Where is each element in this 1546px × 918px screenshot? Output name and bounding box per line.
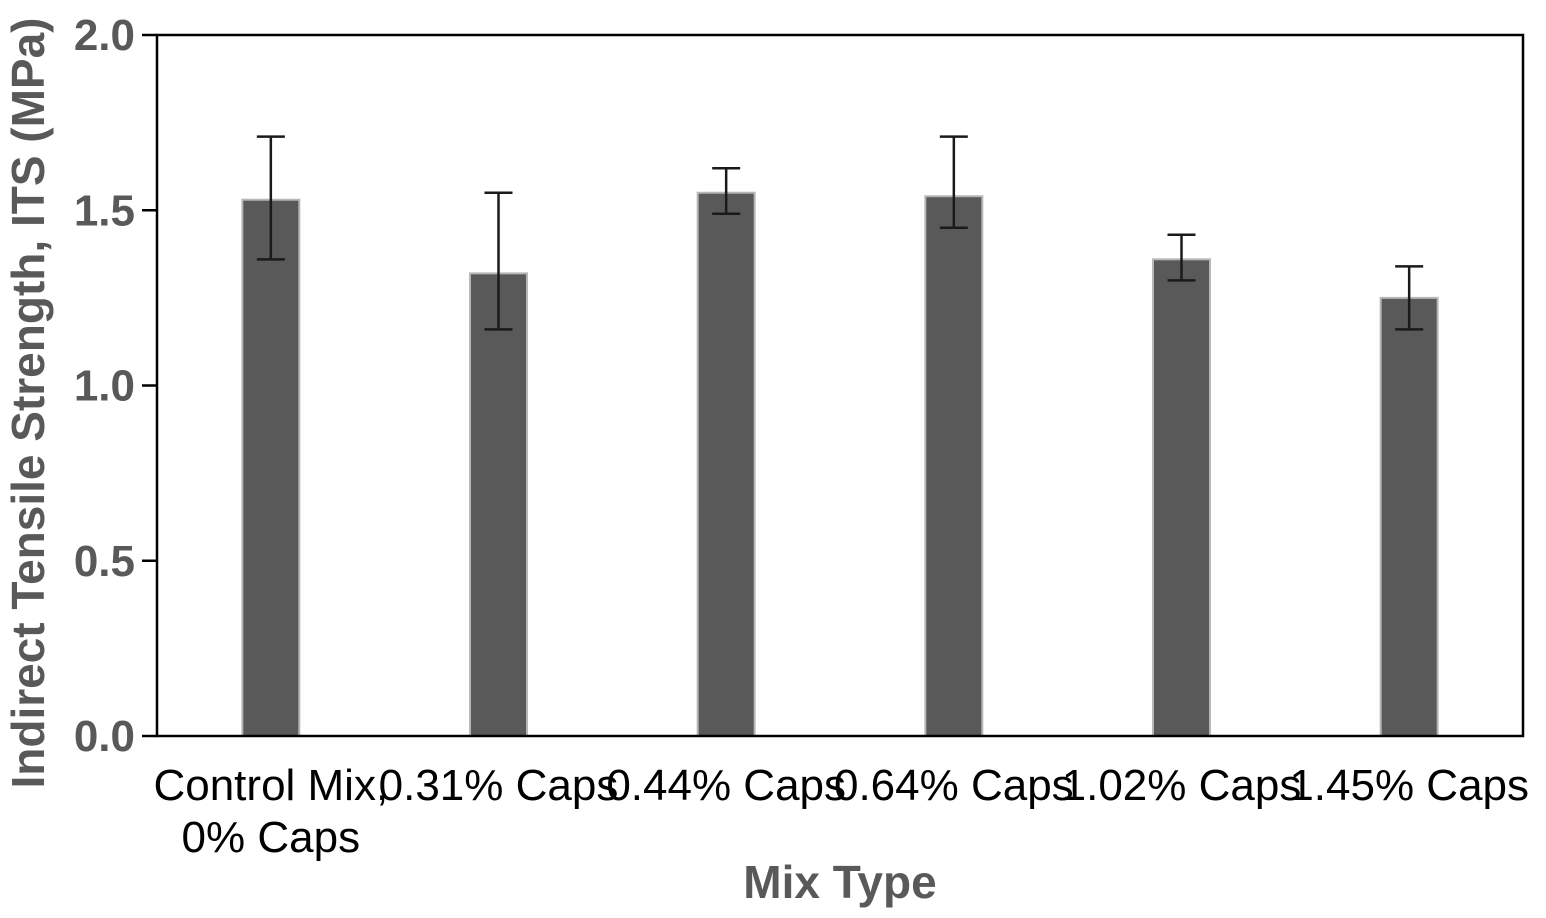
y-tick-label: 1.0 bbox=[74, 362, 135, 411]
bar bbox=[696, 191, 756, 738]
y-tick-label: 1.5 bbox=[74, 186, 135, 235]
y-tick-label: 2.0 bbox=[74, 11, 135, 60]
y-axis-title: Indirect Tensile Strength, ITS (MPa) bbox=[2, 17, 54, 788]
bar bbox=[241, 198, 301, 738]
plot-border bbox=[155, 33, 1525, 738]
x-category-label: 0.31% Caps bbox=[379, 761, 619, 810]
y-tick-label: 0.5 bbox=[74, 537, 135, 586]
y-tick-label: 0.0 bbox=[74, 712, 135, 761]
bar bbox=[469, 272, 528, 737]
x-category-label: Control Mix, 0% Caps bbox=[153, 761, 388, 862]
x-category-label: 0.44% Caps bbox=[606, 761, 846, 810]
bar bbox=[924, 195, 984, 738]
bar bbox=[1379, 296, 1439, 737]
x-category-label: 0.64% Caps bbox=[834, 761, 1074, 810]
x-axis-title: Mix Type bbox=[743, 856, 936, 908]
bar bbox=[1152, 258, 1211, 737]
plot-area: 0.0 0.5 1.0 1.5 2.0 Control Mix, 0% Caps0.31% … bbox=[74, 11, 1529, 862]
x-category-label: 1.02% Caps bbox=[1062, 761, 1302, 810]
x-category-label: 1.45% Caps bbox=[1289, 761, 1529, 810]
